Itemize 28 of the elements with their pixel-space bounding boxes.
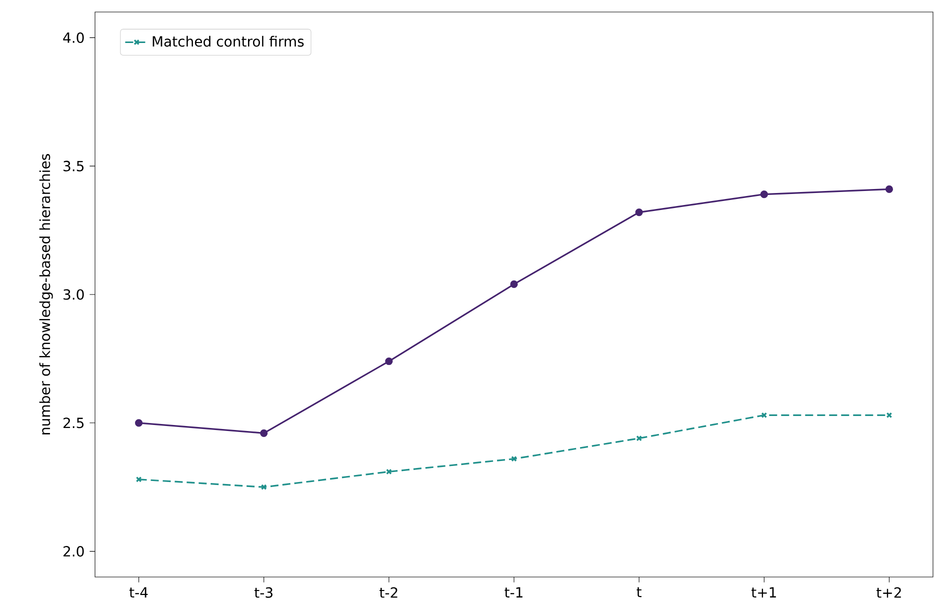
point bbox=[511, 456, 517, 462]
point bbox=[260, 484, 267, 490]
point bbox=[385, 357, 393, 366]
x-tick-label: t-2 bbox=[380, 587, 398, 598]
x-tick-label: t-4 bbox=[129, 587, 148, 598]
y-tick-label: 3.5 bbox=[64, 160, 84, 172]
point bbox=[136, 476, 142, 482]
point bbox=[260, 429, 268, 437]
point bbox=[886, 412, 892, 418]
legend-label: Matched control firms bbox=[152, 36, 304, 47]
x-tick-label: t-3 bbox=[254, 587, 272, 598]
point bbox=[510, 280, 518, 288]
point bbox=[636, 435, 642, 442]
y-tick-label: 2.0 bbox=[64, 546, 84, 557]
point bbox=[134, 419, 143, 427]
y-tick-label: 2.5 bbox=[64, 418, 84, 428]
x-tick-label: t bbox=[636, 587, 642, 598]
x-tick-label: t-1 bbox=[504, 587, 522, 598]
point bbox=[386, 468, 392, 475]
point bbox=[635, 208, 643, 216]
point bbox=[761, 412, 768, 418]
y-tick-label: 4.0 bbox=[63, 32, 84, 43]
x-tick-label: t+1 bbox=[751, 587, 776, 598]
y-tick-label: 3.0 bbox=[64, 289, 84, 300]
point bbox=[760, 190, 768, 198]
x-tick-label: t+2 bbox=[876, 587, 901, 598]
point bbox=[885, 185, 894, 193]
y-axis-title: number of knowledge-based hierarchies bbox=[39, 154, 53, 434]
